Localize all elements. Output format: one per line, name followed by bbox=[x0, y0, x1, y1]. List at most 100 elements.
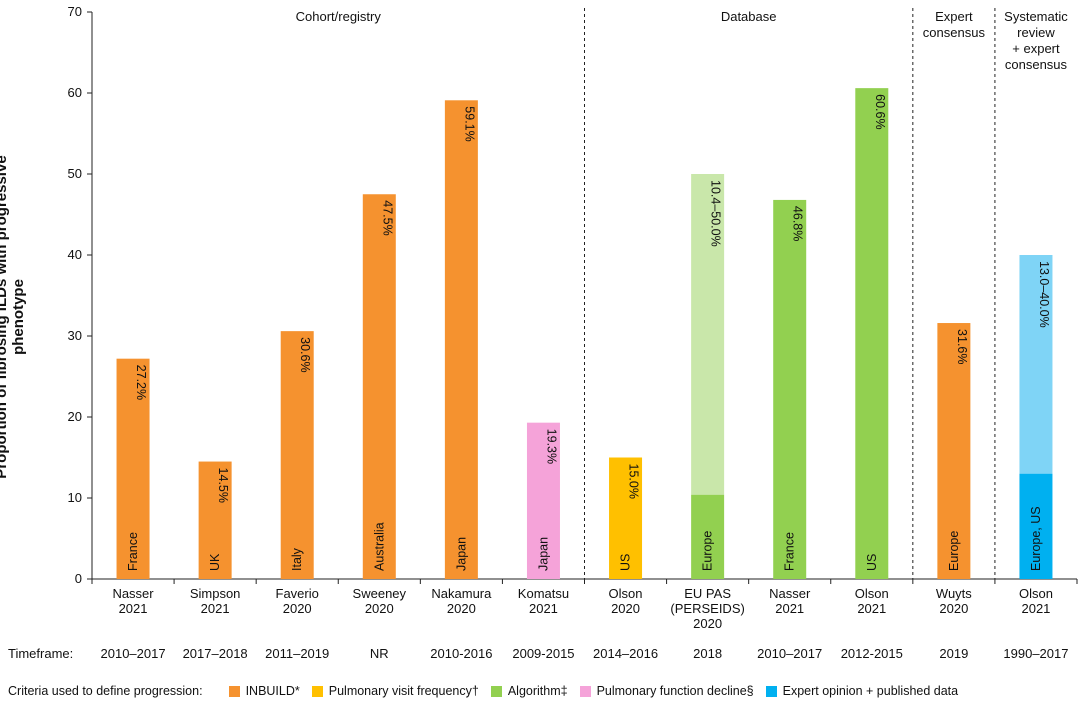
legend-item-algorithm: Algorithm‡ bbox=[490, 684, 568, 698]
study-label: Wuyts bbox=[936, 586, 972, 601]
legend-swatch bbox=[765, 685, 777, 697]
timeframe-value: 2010–2017 bbox=[757, 646, 822, 661]
y-tick-label: 10 bbox=[68, 490, 82, 505]
timeframe-value: 2014–2016 bbox=[593, 646, 658, 661]
bar bbox=[526, 422, 560, 579]
y-tick-label: 40 bbox=[68, 247, 82, 262]
timeframe-value: 2011–2019 bbox=[265, 646, 329, 661]
bar-value-label: 31.6% bbox=[955, 329, 969, 364]
y-tick-label: 60 bbox=[68, 85, 82, 100]
group-label: + expert bbox=[1012, 41, 1060, 56]
group-label: Expert bbox=[935, 9, 973, 24]
legend-swatch bbox=[490, 685, 502, 697]
study-label: Nakamura bbox=[431, 586, 492, 601]
bar-region-label: Japan bbox=[536, 537, 550, 571]
study-label: Faverio bbox=[276, 586, 319, 601]
study-label: Sweeney bbox=[353, 586, 407, 601]
bar-region-label: US bbox=[865, 554, 879, 571]
bar-value-label: 30.6% bbox=[298, 337, 312, 372]
study-label: 2021 bbox=[775, 601, 804, 616]
bar-region-label: Europe, US bbox=[1029, 506, 1043, 571]
group-label: review bbox=[1017, 25, 1055, 40]
bar-range-lower bbox=[691, 494, 725, 579]
study-label: 2020 bbox=[693, 616, 722, 631]
study-label: 2021 bbox=[119, 601, 148, 616]
legend-label: Pulmonary function decline§ bbox=[596, 684, 754, 698]
bar bbox=[609, 457, 643, 579]
bar-region-label: France bbox=[783, 532, 797, 571]
bar-range-upper bbox=[1019, 255, 1053, 474]
study-label: 2020 bbox=[447, 601, 476, 616]
y-tick-label: 70 bbox=[68, 4, 82, 19]
bar bbox=[116, 358, 150, 579]
legend-label: INBUILD* bbox=[245, 684, 300, 698]
study-label: 2020 bbox=[611, 601, 640, 616]
bar bbox=[280, 331, 314, 579]
bar-value-label: 46.8% bbox=[791, 206, 805, 241]
bar-value-label: 19.3% bbox=[544, 429, 558, 464]
study-label: 2020 bbox=[365, 601, 394, 616]
study-label: Nasser bbox=[112, 586, 154, 601]
legend-label: Algorithm‡ bbox=[507, 684, 568, 698]
legend: Criteria used to define progression: INB… bbox=[8, 684, 970, 698]
legend-item-function-decline: Pulmonary function decline§ bbox=[579, 684, 754, 698]
y-tick-label: 50 bbox=[68, 166, 82, 181]
bar bbox=[362, 194, 396, 579]
study-label: Komatsu bbox=[518, 586, 569, 601]
group-label: consensus bbox=[1005, 57, 1068, 72]
bar-region-label: Australia bbox=[372, 522, 386, 571]
bar-region-label: Europe bbox=[701, 531, 715, 571]
timeframe-value: 1990–2017 bbox=[1003, 646, 1068, 661]
y-tick-label: 30 bbox=[68, 328, 82, 343]
timeframe-value: 2012-2015 bbox=[841, 646, 903, 661]
timeframe-value: 2010-2016 bbox=[430, 646, 492, 661]
legend-item-visit-frequency: Pulmonary visit frequency† bbox=[311, 684, 479, 698]
study-label: 2020 bbox=[283, 601, 312, 616]
study-label: Olson bbox=[609, 586, 643, 601]
timeframe-value: 2017–2018 bbox=[183, 646, 248, 661]
bar-region-label: Italy bbox=[290, 547, 304, 571]
study-label: 2021 bbox=[857, 601, 886, 616]
y-tick-label: 20 bbox=[68, 409, 82, 424]
bar-region-label: UK bbox=[208, 553, 222, 571]
study-label: Nasser bbox=[769, 586, 811, 601]
bar-range-upper bbox=[691, 174, 725, 495]
study-label: EU PAS bbox=[684, 586, 731, 601]
bar-value-label: 13.0–40.0% bbox=[1037, 261, 1051, 328]
timeframe-value: 2018 bbox=[693, 646, 722, 661]
study-label: Simpson bbox=[190, 586, 241, 601]
bar-value-label: 60.6% bbox=[873, 94, 887, 129]
bar-value-label: 14.5% bbox=[216, 468, 230, 503]
timeframe-title: Timeframe: bbox=[8, 646, 73, 661]
y-tick-label: 0 bbox=[75, 571, 82, 586]
bar-value-label: 59.1% bbox=[462, 106, 476, 141]
legend-label: Pulmonary visit frequency† bbox=[328, 684, 479, 698]
legend-label: Expert opinion + published data bbox=[782, 684, 959, 698]
bar bbox=[773, 199, 807, 580]
study-label: Olson bbox=[855, 586, 889, 601]
study-label: 2021 bbox=[1021, 601, 1050, 616]
group-label: Database bbox=[721, 9, 777, 24]
legend-item-expert-opinion: Expert opinion + published data bbox=[765, 684, 959, 698]
timeframe-value: 2009-2015 bbox=[512, 646, 574, 661]
legend-swatch bbox=[579, 685, 591, 697]
timeframe-value: 2010–2017 bbox=[101, 646, 166, 661]
study-label: (PERSEIDS) bbox=[670, 601, 744, 616]
group-label: Cohort/registry bbox=[296, 9, 382, 24]
study-label: Olson bbox=[1019, 586, 1053, 601]
bar bbox=[855, 88, 889, 579]
bar-value-label: 27.2% bbox=[134, 365, 148, 400]
bar bbox=[937, 323, 971, 579]
study-label: 2021 bbox=[201, 601, 230, 616]
bar-region-label: Japan bbox=[454, 537, 468, 571]
bar bbox=[444, 100, 478, 579]
timeframe-value: 2019 bbox=[939, 646, 968, 661]
bar-region-label: US bbox=[619, 554, 633, 571]
bar-value-label: 10.4–50.0% bbox=[709, 180, 723, 247]
legend-swatch bbox=[311, 685, 323, 697]
bar-region-label: France bbox=[126, 532, 140, 571]
legend-swatch bbox=[228, 685, 240, 697]
bar-value-label: 47.5% bbox=[380, 200, 394, 235]
bar bbox=[198, 461, 232, 579]
bar-range-lower bbox=[1019, 473, 1053, 579]
